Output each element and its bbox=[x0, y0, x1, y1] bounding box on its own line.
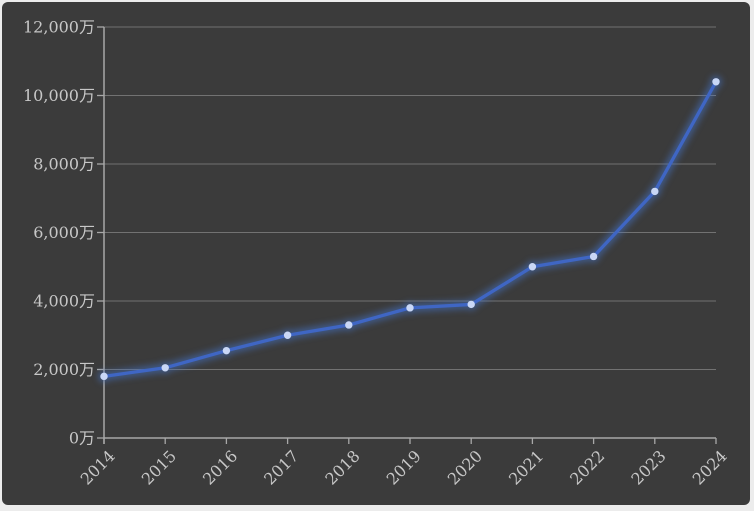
x-axis-label-group: 2015 bbox=[138, 446, 180, 488]
data-point-2018 bbox=[345, 321, 353, 329]
x-axis-label-group: 2016 bbox=[199, 446, 241, 488]
x-axis-label-group: 2023 bbox=[627, 446, 669, 488]
x-axis-label-group: 2020 bbox=[444, 446, 486, 488]
gridlines bbox=[104, 26, 716, 370]
y-axis: 0万 2,000万 4,000万 6,000万 8,000万 10,000万 12,000万 bbox=[23, 18, 105, 448]
x-axis-label: 2020 bbox=[444, 446, 486, 488]
x-axis-label: 2023 bbox=[627, 446, 669, 488]
x-axis-label: 2019 bbox=[383, 446, 425, 488]
data-point-2023 bbox=[651, 187, 659, 196]
y-axis-label: 12,000万 bbox=[23, 18, 95, 37]
x-axis-label-group: 2024 bbox=[689, 446, 731, 488]
series-glow bbox=[98, 75, 722, 383]
data-point-2016 bbox=[222, 346, 231, 355]
x-axis-label: 2017 bbox=[260, 446, 302, 488]
y-axis-label: 4,000万 bbox=[33, 292, 95, 311]
y-axis-label: 2,000万 bbox=[33, 360, 95, 379]
x-axis-label-group: 2018 bbox=[321, 446, 363, 488]
data-point-2022 bbox=[589, 252, 598, 261]
data-point-2019 bbox=[406, 304, 414, 312]
y-axis-label: 10,000万 bbox=[23, 86, 95, 105]
data-point-2024 bbox=[712, 78, 720, 86]
x-axis-label: 2015 bbox=[138, 446, 180, 488]
x-axis-label: 2021 bbox=[505, 446, 547, 488]
chart-panel bbox=[2, 2, 750, 505]
y-axis-label: 0万 bbox=[69, 429, 95, 448]
y-axis-label: 8,000万 bbox=[33, 155, 95, 174]
x-axis-label: 2016 bbox=[199, 446, 241, 488]
x-axis-label: 2022 bbox=[566, 446, 608, 488]
x-axis-label: 2014 bbox=[77, 446, 119, 488]
x-axis-label-group: 2022 bbox=[566, 446, 608, 488]
x-axis-label: 2018 bbox=[321, 446, 363, 488]
data-point-2017 bbox=[283, 331, 292, 339]
data-point-2020 bbox=[467, 300, 475, 309]
data-point-2021 bbox=[528, 263, 537, 271]
data-point-2015 bbox=[161, 364, 169, 372]
y-axis-label: 6,000万 bbox=[33, 223, 95, 242]
data-point-2014 bbox=[100, 372, 108, 381]
x-axis-label-group: 2017 bbox=[260, 446, 302, 488]
x-axis: 2014 2015 2016 2017 2018 2019 2020 2021 2022 2023… bbox=[77, 437, 731, 489]
x-axis-label-group: 2019 bbox=[383, 446, 425, 488]
x-axis-label-group: 2014 bbox=[77, 446, 119, 488]
x-axis-label: 2024 bbox=[689, 446, 731, 488]
series-line-group bbox=[100, 78, 720, 381]
series-glow-line bbox=[99, 77, 721, 381]
x-axis-label-group: 2021 bbox=[505, 446, 547, 488]
